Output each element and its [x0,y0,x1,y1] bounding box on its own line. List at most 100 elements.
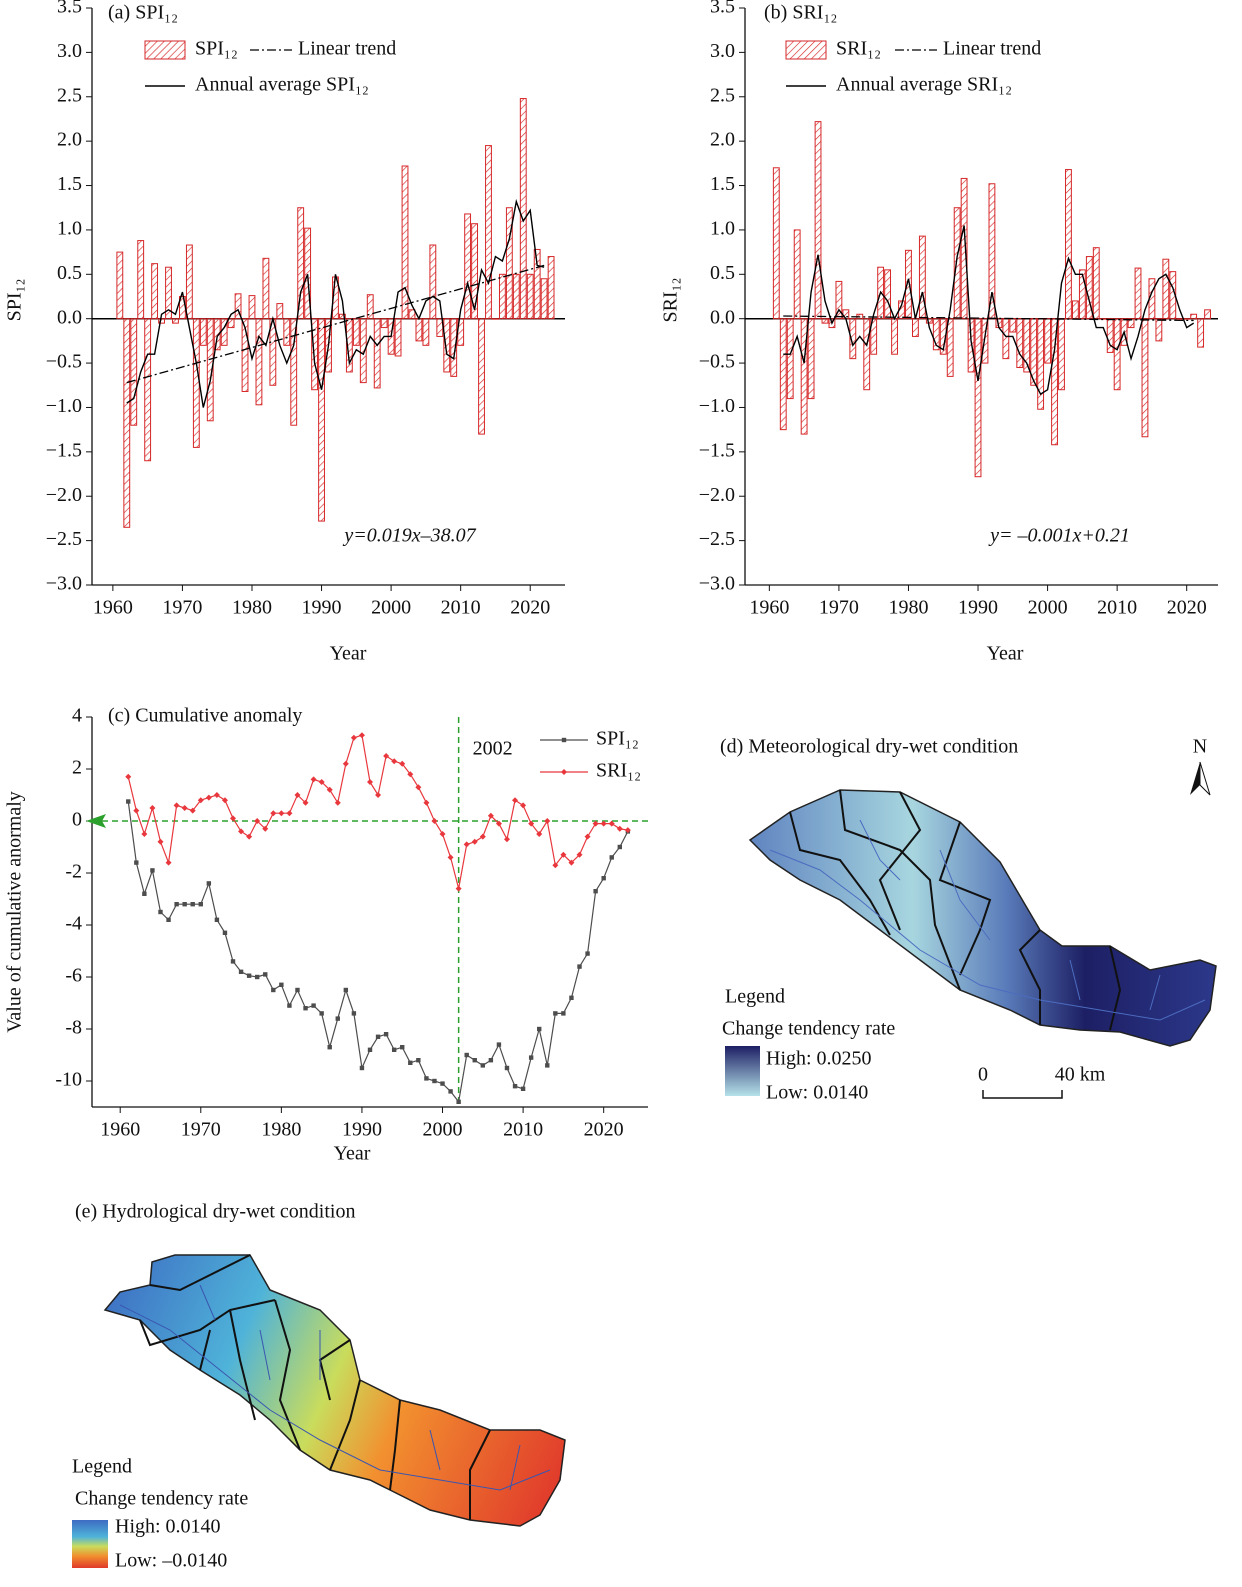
bar [967,318,975,373]
marker [528,820,535,827]
bar [158,318,165,324]
y-tick-label: 1.0 [710,218,735,240]
map-title: (d) Meteorological dry-wet condition [720,736,1018,758]
y-tick-label: −2.0 [46,484,82,506]
bar [1065,169,1072,320]
bar [863,318,871,391]
x-tick-label: 2020 [584,1119,624,1141]
marker [222,930,228,935]
marker [560,851,567,858]
marker [455,885,462,892]
x-tick-label: 1990 [342,1119,382,1141]
marker [576,851,583,858]
marker [464,1052,469,1058]
y-tick-label: 3.0 [710,40,735,62]
marker [431,818,438,824]
marker [310,776,317,783]
reference-arrow [86,814,106,828]
marker [214,917,220,922]
legend-title: Legend [72,1456,132,1478]
bar [359,318,367,384]
bar [199,318,207,346]
marker [295,987,300,993]
bar [345,318,353,373]
bar [772,167,780,320]
marker [286,810,293,817]
bar [151,263,159,320]
marker [448,1089,453,1094]
bar [1071,300,1079,320]
legend-label: SPI₁₂ [195,38,238,60]
sub-basin-borders [139,1254,491,1520]
marker [584,833,591,840]
legend-label: Annual average SPI₁₂ [195,74,369,96]
x-tick-label: 2010 [503,1119,543,1141]
scale-start: 0 [978,1064,988,1086]
marker [303,1006,308,1011]
marker [182,902,187,907]
bar [137,240,145,320]
marker [367,1047,373,1052]
bar [380,318,388,329]
marker [624,827,631,834]
x-tick-label: 1970 [181,1119,221,1141]
bar [144,318,152,462]
bar [793,229,801,320]
reference-label: 2002 [473,738,513,760]
bar [953,207,961,320]
marker [592,820,599,827]
bar [206,318,214,422]
legend-high: High: 0.0250 [766,1048,872,1070]
marker [391,758,398,765]
marker [609,855,614,860]
marker [528,1055,534,1060]
bar [911,318,919,337]
bar [498,273,506,320]
bar [1016,318,1024,369]
chart: 3.5 3.0 2.5 2.0 1.5 1.0 0.5 0.0 −0.5 −1.0 −1.5 −2.0… [4,0,565,665]
x-tick-label: 1960 [749,597,789,619]
marker [134,860,139,865]
marker [133,807,140,814]
marker [150,868,155,873]
marker [399,760,406,767]
bar [492,318,499,320]
marker [221,797,228,804]
bar [932,318,940,351]
marker [601,876,606,881]
marker [424,1076,429,1081]
bar [394,318,402,357]
marker [166,917,171,922]
x-tick-label: 2000 [1028,597,1068,619]
marker [318,779,325,785]
marker [246,973,252,978]
bar [450,318,458,377]
marker [126,799,131,804]
chart: 3.5 3.0 2.5 2.0 1.5 1.0 0.5 0.0 −0.5 −1.0 −1.5 −2.0… [660,0,1218,665]
y-tick-label: -2 [65,861,82,883]
marker [311,1003,316,1008]
legend-swatch [785,40,827,60]
y-tick-label: 2.0 [710,129,735,151]
marker [319,1011,324,1016]
marker [278,810,285,817]
map-e: (e) Hydrological dry-wet condition Legen… [72,1201,566,1572]
y-tick-label: -6 [65,965,82,987]
marker [165,859,172,866]
bar [255,318,263,406]
marker [561,737,567,743]
legend-label: Annual average SRI₁₂ [836,74,1012,96]
marker [585,951,590,956]
bar [905,249,912,320]
trend-line [783,315,1194,322]
color-ramp [725,1046,760,1096]
y-tick-label: 1.5 [710,173,735,195]
marker [262,825,269,832]
y-tick-label: 2.0 [57,129,82,151]
bar [165,266,172,320]
bar [1190,313,1198,320]
bar [1106,318,1114,353]
legend-swatch [144,40,186,60]
marker [205,794,212,801]
north-arrow [1199,761,1211,796]
